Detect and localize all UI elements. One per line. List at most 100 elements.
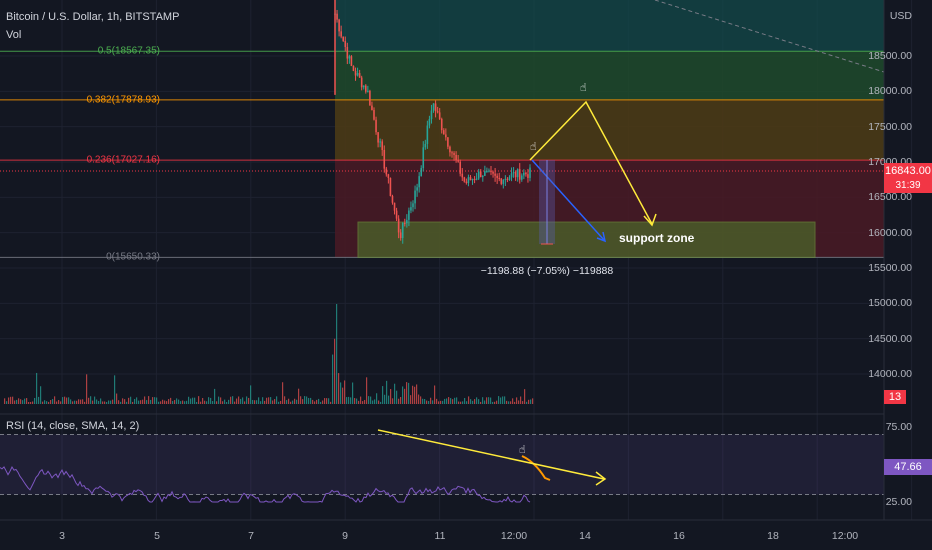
volume-bar-78	[160, 401, 162, 404]
volume-bar-214	[432, 400, 434, 404]
candle-body-76	[490, 170, 492, 173]
measure-label: −1198.88 (−7.05%) −119888	[480, 265, 614, 277]
volume-bar-113	[230, 396, 232, 404]
volume-bar-167	[338, 373, 340, 404]
volume-bar-35	[74, 400, 76, 404]
volume-bar-195	[394, 383, 396, 404]
volume-bar-172	[348, 396, 350, 404]
volume-bar-220	[444, 398, 446, 404]
rsi-label[interactable]: RSI (14, close, SMA, 14, 2)	[6, 420, 140, 432]
volume-bar-96	[196, 401, 198, 404]
volume-bar-65	[134, 398, 136, 404]
volume-bar-117	[238, 396, 240, 404]
volume-bar-236	[476, 397, 478, 404]
candle-body-92	[523, 172, 525, 176]
candle-body-20	[375, 119, 377, 133]
candle-body-64	[465, 181, 468, 183]
candle-body-81	[500, 178, 503, 184]
time-tick-8: 18	[767, 530, 779, 542]
candle-body-91	[520, 175, 523, 180]
price-tick-2: 17500.00	[868, 120, 912, 133]
volume-bar-146	[296, 399, 298, 404]
projection-blue	[531, 159, 605, 241]
volume-bar-114	[232, 396, 234, 404]
candle-body-62	[461, 173, 464, 178]
volume-bar-27	[58, 400, 60, 404]
volume-bar-209	[422, 398, 424, 404]
volume-bar-6	[16, 399, 18, 404]
volume-bar-133	[270, 397, 272, 404]
time-tick-7: 16	[673, 530, 685, 542]
volume-bar-203	[410, 395, 412, 404]
volume-bar-126	[256, 400, 258, 404]
volume-bar-196	[396, 390, 398, 404]
volume-bar-9	[22, 400, 24, 404]
volume-bar-165	[334, 338, 336, 404]
volume-bar-10	[24, 398, 26, 404]
symbol-title[interactable]: Bitcoin / U.S. Dollar, 1h, BITSTAMP	[6, 11, 180, 23]
volume-bar-237	[478, 399, 480, 404]
volume-bar-143	[290, 401, 292, 404]
time-tick-3: 9	[342, 530, 348, 542]
candle-body-89	[516, 169, 519, 178]
fib-label-0.5: 0.5(18567.35)	[97, 45, 160, 57]
volume-bar-45	[94, 396, 96, 404]
volume-bar-233	[470, 399, 472, 404]
volume-bar-109	[222, 401, 224, 404]
candle-body-58	[453, 153, 455, 155]
projection-yellow-arrow	[643, 213, 657, 227]
volume-bar-204	[412, 385, 414, 404]
volume-bar-177	[358, 400, 360, 404]
price-tick-5: 16000.00	[868, 226, 912, 239]
fib-label-0.236: 0.236(17027.16)	[86, 154, 160, 166]
volume-bar-228	[460, 401, 462, 404]
candle-body-50	[436, 111, 439, 113]
volume-bar-241	[486, 397, 488, 404]
volume-bar-31	[66, 397, 68, 404]
candle-body-90	[518, 169, 521, 180]
candle-body-22	[379, 141, 381, 143]
volume-label[interactable]: Vol	[6, 29, 22, 41]
candle-body-74	[486, 171, 488, 173]
volume-bar-259	[522, 401, 524, 404]
volume-bar-49	[102, 401, 104, 404]
candle-body-39	[414, 190, 416, 204]
volume-bar-182	[368, 396, 370, 404]
volume-bar-107	[218, 396, 220, 404]
volume-bar-137	[278, 401, 280, 404]
volume-bar-99	[202, 398, 204, 404]
candle-body-88	[514, 172, 517, 178]
volume-bar-25	[54, 396, 56, 404]
candle-body-37	[410, 207, 412, 211]
volume-bar-153	[310, 397, 312, 404]
candle-body-85	[508, 177, 511, 180]
volume-bar-155	[314, 401, 316, 404]
volume-bar-97	[198, 396, 200, 404]
volume-bar-14	[32, 401, 34, 404]
candle-body-15	[364, 85, 367, 92]
volume-bar-61	[126, 401, 128, 404]
volume-bar-87	[178, 399, 180, 404]
volume-bar-104	[212, 401, 214, 404]
volume-bar-206	[416, 384, 418, 404]
volume-bar-19	[42, 401, 44, 404]
volume-bar-139	[282, 382, 284, 404]
volume-bar-142	[288, 398, 290, 404]
volume-bar-32	[68, 397, 70, 404]
volume-bar-51	[106, 401, 108, 404]
volume-bar-163	[330, 401, 332, 404]
volume-bar-36	[76, 400, 78, 404]
volume-bar-67	[138, 400, 140, 404]
volume-bar-15	[34, 397, 36, 404]
volume-bar-229	[462, 401, 464, 404]
candle-body-84	[506, 178, 509, 180]
volume-bar-100	[204, 400, 206, 404]
volume-bar-7	[18, 398, 20, 404]
volume-bar-2	[8, 397, 10, 404]
fib-band-top	[335, 0, 884, 52]
candle-body-47	[430, 110, 433, 120]
time-tick-0: 3	[59, 530, 65, 542]
volume-bar-175	[354, 398, 356, 404]
volume-bar-8	[20, 399, 22, 404]
